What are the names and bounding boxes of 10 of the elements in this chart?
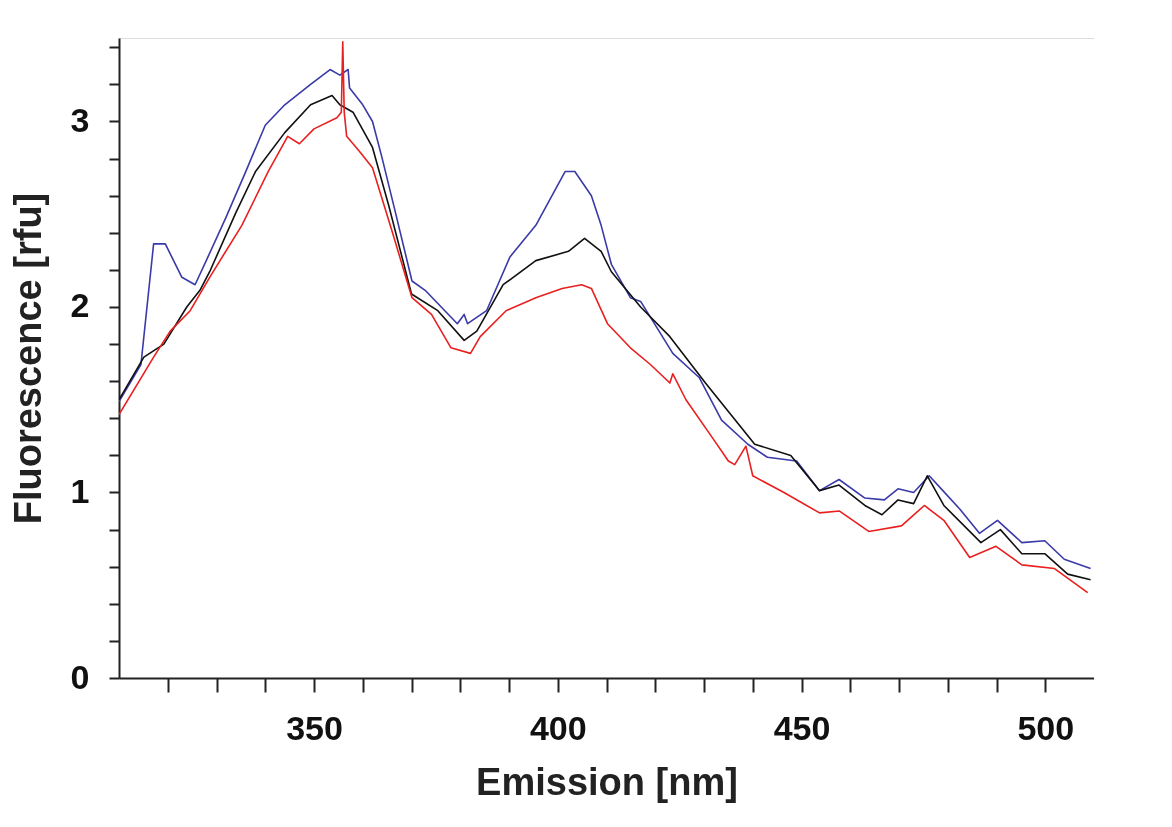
x-tick-label: 500 xyxy=(1017,708,1075,747)
x-axis-title: Emission [nm] xyxy=(476,760,738,803)
y-tick-label: 0 xyxy=(70,657,90,696)
x-tick-label: 400 xyxy=(529,708,587,747)
x-tick-label: 350 xyxy=(286,708,343,747)
y-tick-label: 1 xyxy=(70,471,90,510)
y-axis-title: Fluorescence [rfu] xyxy=(6,192,49,525)
y-tick-label: 2 xyxy=(70,286,90,325)
x-tick-label: 450 xyxy=(773,708,831,747)
y-tick-label: 3 xyxy=(70,100,90,139)
